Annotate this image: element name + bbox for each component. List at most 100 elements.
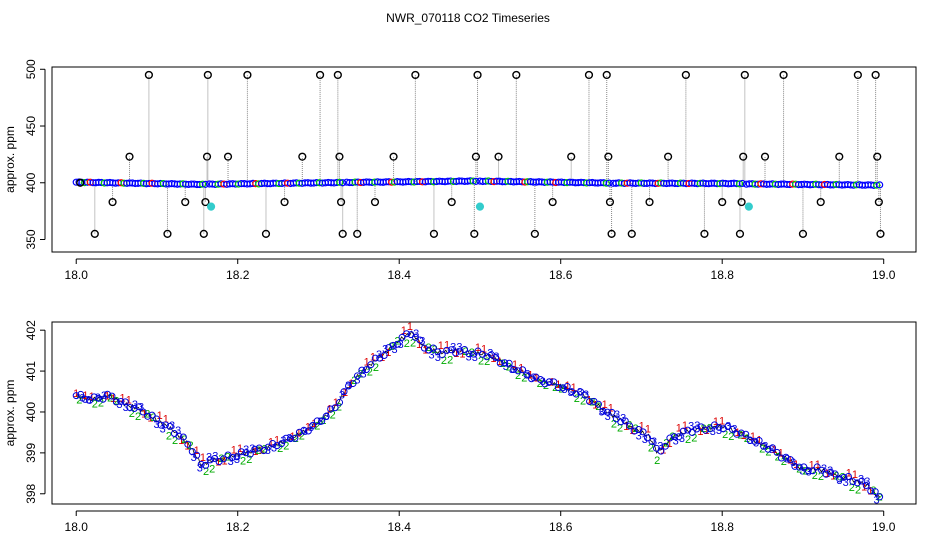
- series-point: [260, 447, 268, 455]
- outlier-point: [835, 152, 844, 161]
- series-1-marker: 1: [608, 403, 614, 415]
- series-point: [702, 426, 710, 434]
- series-2-marker: 2: [246, 454, 252, 466]
- outlier-point: [760, 152, 770, 161]
- series-point: [295, 428, 303, 436]
- series-2-marker: 2: [240, 456, 246, 468]
- series-1-marker: 1: [104, 391, 110, 403]
- series-point: [184, 440, 192, 448]
- series-2-marker: 2: [218, 453, 224, 465]
- series-2-marker: 2: [320, 415, 326, 427]
- series-point: [161, 421, 169, 429]
- series-1-marker: 1: [734, 427, 740, 439]
- baseline-point: [339, 179, 347, 187]
- series-2-marker: 2: [543, 380, 549, 392]
- bottom-x-tick-label: 18.6: [549, 520, 573, 534]
- series-2-marker: 2: [203, 466, 209, 478]
- series-3-marker: 3: [568, 387, 574, 399]
- outlier-point: [494, 152, 503, 161]
- series-2-marker: 2: [728, 431, 734, 443]
- series-point: [644, 434, 652, 442]
- series-point: [586, 398, 594, 406]
- series-2-marker: 2: [775, 452, 781, 464]
- series-point: [670, 433, 678, 441]
- series-point: [358, 366, 366, 374]
- outlier-point: [370, 197, 380, 207]
- series-2-marker: 2: [759, 444, 765, 456]
- series-point: [514, 367, 522, 375]
- series-3-marker: 3: [725, 421, 731, 433]
- bottom-panel: 18.0 18.2 18.4 18.6 18.8 19.0 398 399 400 401 402 a…: [3, 320, 917, 534]
- series-point: [336, 398, 344, 406]
- series-point: [179, 433, 187, 441]
- series-point: [202, 461, 210, 469]
- series-3-marker: 3: [605, 411, 611, 423]
- series-point: [849, 478, 857, 486]
- bottom-x-tick-label: 18.4: [388, 520, 412, 534]
- outlier-point: [223, 152, 233, 161]
- series-point: [95, 394, 103, 402]
- series-point: [639, 428, 647, 436]
- top-y-tick-label: 400: [24, 172, 38, 192]
- outlier-point: [816, 197, 825, 207]
- series-point: [286, 435, 294, 443]
- series-point: [510, 366, 518, 374]
- series-point: [331, 404, 339, 412]
- series-2-marker: 2: [626, 420, 632, 432]
- series-2-marker: 2: [781, 456, 787, 468]
- series-3-marker: 3: [524, 369, 530, 381]
- series-point: [206, 456, 214, 464]
- series-point: [447, 346, 455, 354]
- series-3-marker: 3: [577, 386, 583, 398]
- baseline-point: [602, 179, 610, 187]
- series-point: [273, 442, 281, 450]
- series-point: [858, 477, 866, 485]
- series-2-marker: 2: [537, 378, 543, 390]
- outlier-point: [199, 229, 208, 238]
- outlier-point: [90, 229, 99, 238]
- series-point: [800, 463, 808, 471]
- baseline-point: [472, 177, 480, 185]
- series-2-marker: 2: [648, 443, 654, 455]
- series-2-marker: 2: [172, 435, 178, 447]
- series-3-marker: 3: [747, 435, 753, 447]
- series-3-marker: 3: [116, 399, 122, 411]
- series-1-marker: 1: [750, 431, 756, 443]
- series-point: [876, 493, 884, 501]
- series-2-marker: 2: [877, 491, 883, 503]
- series-point: [608, 408, 616, 416]
- series-2-marker: 2: [654, 455, 660, 467]
- series-point: [474, 347, 482, 355]
- baseline-point: [336, 178, 344, 186]
- series-1-marker: 1: [184, 441, 190, 453]
- top-x-tick-label: 19.0: [872, 268, 896, 282]
- series-point: [188, 448, 196, 456]
- series-2-marker: 2: [521, 373, 527, 385]
- series-3-marker: 3: [323, 411, 329, 423]
- outlier-point: [740, 70, 749, 80]
- series-2-marker: 2: [410, 337, 416, 349]
- outlier-point: [512, 70, 521, 80]
- series-3-marker: 3: [345, 380, 351, 392]
- top-x-tick-label: 18.8: [711, 268, 735, 282]
- bottom-x-tick-label: 18.8: [711, 520, 735, 534]
- series-1-marker: 1: [639, 420, 645, 432]
- series-2-marker: 2: [299, 430, 305, 442]
- series-point: [291, 434, 299, 442]
- series-point: [139, 408, 147, 416]
- series-point: [777, 454, 785, 462]
- series-point: [795, 463, 803, 471]
- series-1-marker: 1: [401, 325, 407, 337]
- series-2-marker: 2: [685, 434, 691, 446]
- outlier-point: [336, 197, 346, 207]
- series-1-marker: 1: [602, 399, 608, 411]
- outlier-point: [261, 229, 271, 238]
- bottom-y-axis-title: approx. ppm: [3, 380, 17, 447]
- series-3-marker: 3: [731, 423, 737, 435]
- outlier-point: [798, 229, 808, 238]
- series-point: [443, 346, 451, 354]
- series-2-marker: 2: [404, 338, 410, 350]
- outlier-point: [664, 152, 673, 161]
- series-3-marker: 3: [827, 465, 833, 477]
